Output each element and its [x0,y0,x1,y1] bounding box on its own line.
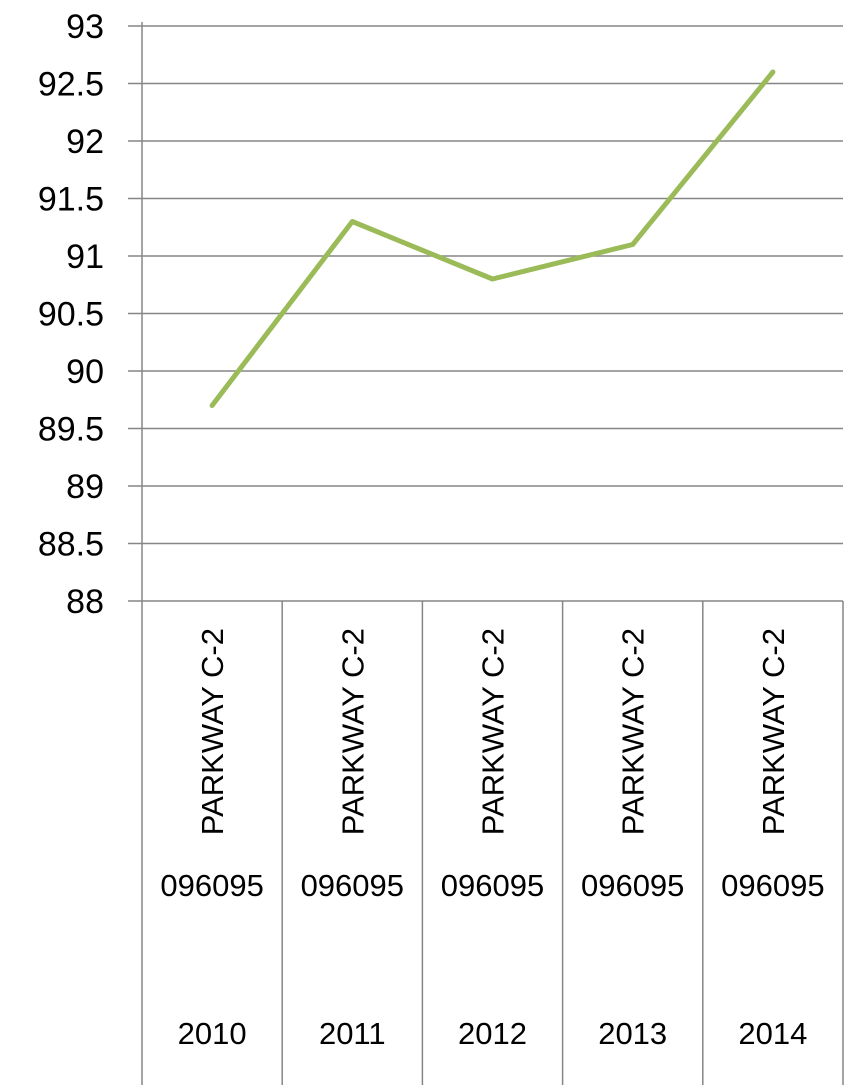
gridlines [142,25,843,602]
x-category-label: PARKWAY C-2 [335,628,370,835]
x-category-year: 2012 [458,1016,527,1051]
x-category-year: 2010 [178,1016,247,1051]
y-tick-label: 89.5 [38,411,104,449]
series-line [209,69,776,408]
y-axis-tick-labels: 88 88.5 89 89.5 90 90.5 91 91.5 92 92.5 93 [38,8,104,621]
x-category-year: 2014 [738,1016,807,1051]
x-category-code: 096095 [581,868,684,903]
data-point [632,244,634,245]
y-tick-label: 90.5 [38,296,104,334]
x-category-label: PARKWAY C-2 [476,628,511,835]
y-tick-label: 93 [66,8,104,46]
x-category-year: 2013 [598,1016,667,1051]
x-category-code: 096095 [721,868,824,903]
y-tick-label: 92.5 [38,66,104,104]
data-point [492,278,493,280]
x-category-label: PARKWAY C-2 [616,628,651,835]
y-tick-label: 91 [66,238,104,276]
x-axis-category-labels: PARKWAY C-2 096095 2010 PARKWAY C-2 096095 20… [160,628,824,1051]
x-category-label: PARKWAY C-2 [195,628,230,835]
series-layer [209,69,776,408]
y-tick-label: 89 [66,468,104,506]
x-category-code: 096095 [301,868,404,903]
data-point [772,71,774,73]
data-point [351,221,353,222]
x-category-label: PARKWAY C-2 [756,628,791,835]
y-tick-label: 90 [66,353,104,391]
y-tick-label: 88.5 [38,526,104,564]
x-category-year: 2011 [319,1016,386,1051]
y-tick-label: 91.5 [38,181,104,219]
x-category-code: 096095 [441,868,544,903]
y-tick-label: 88 [66,583,104,621]
data-point [211,405,213,406]
axes [128,22,844,1085]
x-category-code: 096095 [160,868,263,903]
y-tick-label: 92 [66,123,104,161]
